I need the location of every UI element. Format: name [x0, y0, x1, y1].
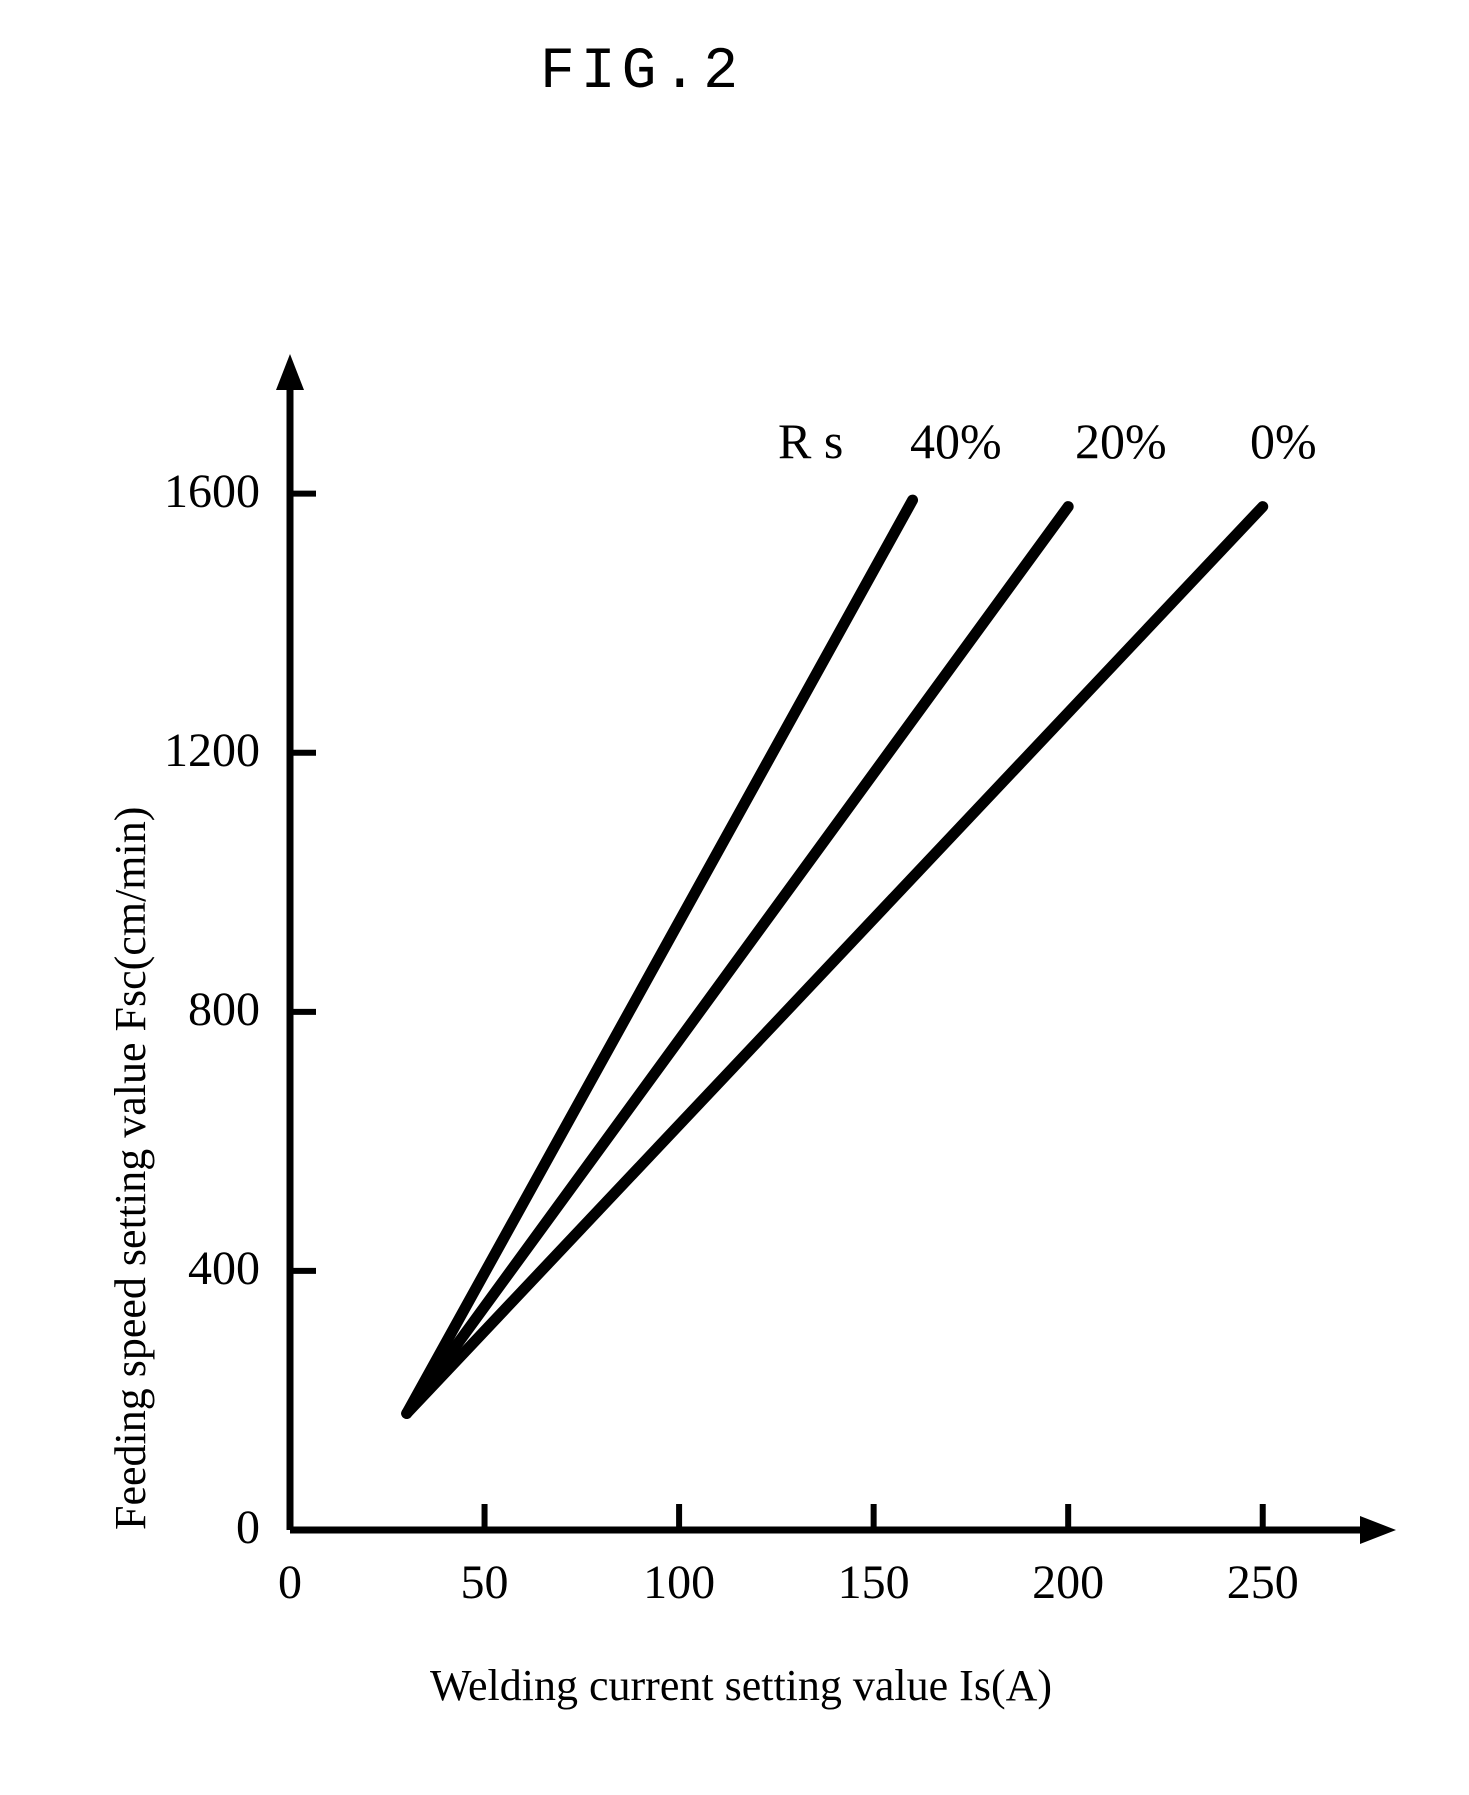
y-tick-label: 1600	[100, 464, 260, 519]
x-tick-label: 100	[629, 1555, 729, 1610]
figure-page: FIG.2 Feeding speed setting value Fsc(cm…	[0, 0, 1469, 1795]
y-tick-label: 0	[100, 1500, 260, 1555]
x-tick-label: 150	[824, 1555, 924, 1610]
y-tick-label: 1200	[100, 723, 260, 778]
x-tick-label: 0	[240, 1555, 340, 1610]
series-label: 40%	[910, 412, 1002, 470]
series-label: 20%	[1075, 412, 1167, 470]
y-axis-arrow	[276, 354, 304, 390]
x-tick-label: 200	[1018, 1555, 1118, 1610]
x-axis-arrow	[1360, 1516, 1396, 1544]
series-line	[407, 507, 1068, 1414]
x-tick-label: 50	[435, 1555, 535, 1610]
y-tick-label: 800	[100, 982, 260, 1037]
y-tick-label: 400	[100, 1241, 260, 1296]
series-label: 0%	[1250, 412, 1317, 470]
x-tick-label: 250	[1213, 1555, 1313, 1610]
